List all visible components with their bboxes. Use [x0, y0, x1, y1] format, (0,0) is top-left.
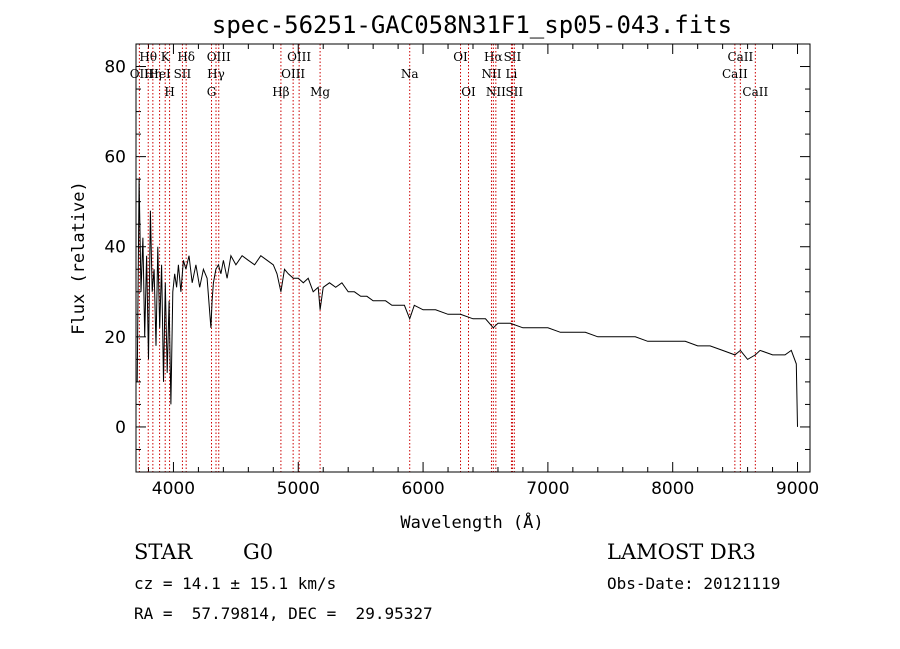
spectral-line-label: Hθ [139, 50, 157, 64]
spectral-line-label: SII [174, 67, 192, 81]
axes: 4000 5000 6000 7000 8000 9000 0 20 40 60 80 [104, 43, 819, 499]
y-tick-label: 40 [104, 238, 126, 258]
spectral-line-label: Na [401, 67, 419, 81]
spectral-line-label: CaII [742, 85, 768, 99]
obs-date: Obs-Date: 20121119 [607, 574, 781, 593]
spectral-line-label: Hβ [272, 85, 289, 99]
spectral-line-label: Mg [310, 85, 330, 99]
spectral-line-label: H [164, 85, 174, 99]
redshift-readout: cz = 14.1 ± 15.1 km/s [134, 574, 337, 593]
spectral-line-label: Li [506, 67, 518, 81]
chart-title: spec-56251-GAC058N31F1_sp05-043.fits [212, 11, 732, 39]
y-tick-label: 80 [104, 58, 126, 78]
survey-name: LAMOST DR3 [607, 540, 756, 564]
spectral-line-label: OI [461, 85, 476, 99]
x-tick-label: 5000 [277, 479, 320, 499]
spectral-line-label: NII [481, 67, 501, 81]
spectral-line-label: OII [130, 67, 150, 81]
spectral-line-label: Hα [484, 50, 503, 64]
spectral-line-label: SII [504, 50, 522, 64]
spectral-line-label: HeI [148, 67, 171, 81]
y-tick-label: 0 [115, 418, 126, 438]
x-tick-label: 9000 [776, 479, 819, 499]
spectral-line-label: G [207, 85, 217, 99]
spectral-line-label: OIII [207, 50, 231, 64]
y-tick-label: 20 [104, 328, 126, 348]
spectral-line-label: K [161, 50, 171, 64]
coordinates: RA = 57.79814, DEC = 29.95327 [134, 604, 433, 623]
spectral-line-label: OI [453, 50, 468, 64]
spectral-line-label: OIII [287, 50, 311, 64]
spectral-line-label: Hη [144, 67, 162, 81]
spectral-line-label: OIII [281, 67, 305, 81]
spectral-line-label: CaII [722, 67, 748, 81]
x-tick-label: 7000 [526, 479, 569, 499]
spectral-line-label: NII [486, 85, 506, 99]
spectral-line-label: CaII [727, 50, 753, 64]
x-tick-label: 4000 [152, 479, 195, 499]
subclass: G0 [243, 540, 274, 564]
y-tick-label: 60 [104, 148, 126, 168]
x-tick-label: 6000 [401, 479, 444, 499]
y-axis-title: Flux (relative) [69, 181, 89, 335]
object-class: STAR [134, 540, 193, 564]
x-axis-title: Wavelength (Å) [400, 511, 543, 533]
x-tick-label: 8000 [651, 479, 694, 499]
spectral-line-label: SII [505, 85, 523, 99]
spectral-line-label: Hδ [177, 50, 195, 64]
spectral-line-label: Hγ [207, 67, 225, 81]
spectrum-line [136, 179, 798, 427]
plot-frame [135, 43, 811, 473]
